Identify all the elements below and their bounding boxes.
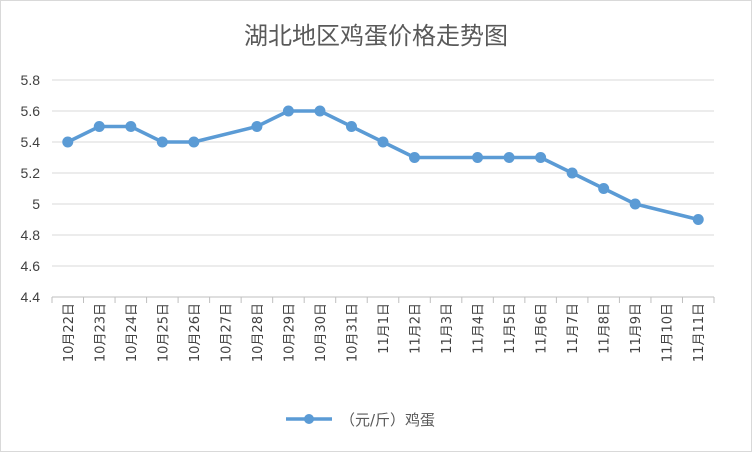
data-point xyxy=(503,152,515,163)
data-point xyxy=(188,136,200,148)
data-point xyxy=(598,183,610,194)
data-point xyxy=(472,152,484,163)
y-axis-ticks: 4.4 4.6 4.8 5 5.2 5.4 5.6 5.8 xyxy=(21,72,41,305)
gridlines xyxy=(52,79,714,267)
data-point xyxy=(345,121,357,132)
legend-label: （元/斤）鸡蛋 xyxy=(340,411,435,429)
x-tick-label: 11月2日 xyxy=(409,303,424,354)
chart-title: 湖北地区鸡蛋价格走势图 xyxy=(244,22,508,50)
series-group xyxy=(62,105,704,225)
data-point xyxy=(93,121,105,132)
x-tick-label: 11月9日 xyxy=(629,303,644,354)
data-point xyxy=(535,152,547,163)
data-point xyxy=(629,198,641,210)
x-tick-label: 10月28日 xyxy=(251,303,266,362)
x-tick-label: 10月30日 xyxy=(314,303,329,362)
data-point xyxy=(251,121,263,132)
x-tick-label: 11月3日 xyxy=(440,303,455,354)
x-tick-label: 10月29日 xyxy=(282,303,297,362)
x-tick-label: 11月10日 xyxy=(661,303,676,362)
data-point xyxy=(282,105,294,117)
x-tick-label: 10月31日 xyxy=(345,303,360,362)
data-point xyxy=(314,105,326,117)
data-point xyxy=(125,121,137,132)
y-tick-label: 5.6 xyxy=(21,103,41,119)
x-tick-label: 10月26日 xyxy=(188,303,203,362)
data-point xyxy=(156,136,168,148)
data-point xyxy=(692,214,704,225)
x-tick-label: 10月23日 xyxy=(93,303,108,362)
x-tick-label: 11月6日 xyxy=(535,303,550,354)
y-tick-label: 5.4 xyxy=(21,134,41,150)
x-tick-label: 10月24日 xyxy=(125,303,140,362)
x-tick-label: 11月1日 xyxy=(377,303,392,354)
series-line xyxy=(66,109,700,222)
x-tick-label: 11月8日 xyxy=(598,303,613,354)
x-tick-label: 11月11日 xyxy=(692,303,707,362)
x-tick-label: 11月4日 xyxy=(472,303,487,354)
y-tick-label: 4.6 xyxy=(21,258,41,274)
y-tick-label: 4.4 xyxy=(21,289,41,305)
data-point xyxy=(566,167,578,179)
y-tick-label: 5.8 xyxy=(21,72,41,88)
data-point xyxy=(409,152,421,163)
data-point xyxy=(377,136,389,148)
x-tick-label: 11月7日 xyxy=(566,303,581,354)
x-tick-label: 10月25日 xyxy=(156,303,171,362)
x-tick-label: 10月27日 xyxy=(219,303,234,362)
y-tick-label: 5.2 xyxy=(21,165,41,181)
x-tick-label: 10月22日 xyxy=(62,303,77,362)
x-axis: 10月22日 10月23日 10月24日 10月25日 10月26日 10月27日 10月2… xyxy=(51,296,715,362)
data-point xyxy=(62,136,74,148)
y-tick-label: 4.8 xyxy=(21,227,41,243)
legend: （元/斤）鸡蛋 xyxy=(286,411,435,429)
x-tick-label: 11月5日 xyxy=(503,303,518,354)
y-tick-label: 5 xyxy=(32,196,40,212)
legend-marker xyxy=(304,414,314,424)
